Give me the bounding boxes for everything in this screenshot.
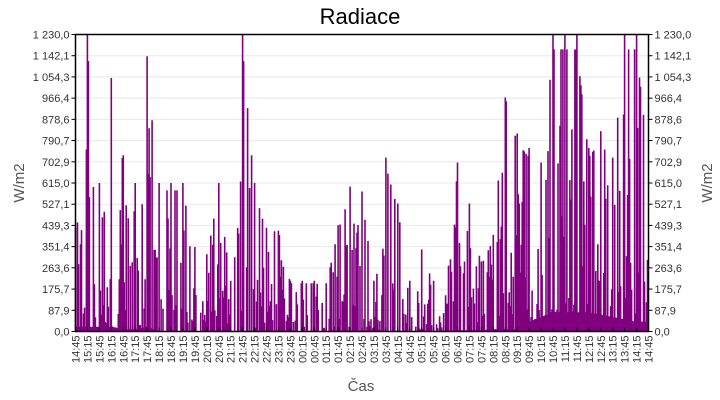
y-tick-label-right: 351,4: [655, 242, 683, 254]
y-tick-label: 966,4: [42, 93, 70, 105]
x-tick-label: 19:15: [178, 336, 190, 364]
x-tick-label: 10:45: [548, 336, 560, 364]
x-tick-label: 22:45: [262, 336, 274, 364]
x-tick-label: 17:45: [142, 336, 154, 364]
y-tick-label-right: 1 142,1: [655, 51, 692, 63]
x-tick-label: 11:45: [572, 336, 584, 363]
x-tick-label: 02:15: [345, 336, 357, 364]
y-tick-label-right: 615,0: [655, 178, 683, 190]
x-tick-label: 18:15: [154, 336, 166, 364]
x-tick-label: 03:45: [381, 336, 393, 364]
x-tick-label: 05:45: [429, 336, 441, 364]
x-tick-label: 02:45: [357, 336, 369, 364]
x-tick-label: 13:45: [620, 336, 632, 364]
y-tick-label-right: 1 230,0: [655, 30, 692, 42]
x-tick-label: 04:45: [405, 336, 417, 364]
y-tick-label: 878,6: [42, 114, 70, 126]
y-tick-label: 702,9: [42, 157, 70, 169]
x-tick-label: 19:45: [190, 336, 202, 364]
x-tick-label: 01:45: [333, 336, 345, 364]
chart-title: Radiace: [319, 4, 401, 29]
x-tick-label: 00:45: [309, 336, 321, 364]
x-tick-label: 06:15: [441, 336, 453, 364]
y-tick-label: 1 142,1: [33, 51, 70, 63]
y-axis-label-left: W/m2: [11, 163, 28, 202]
x-tick-label: 23:45: [285, 336, 297, 364]
x-tick-label: 20:15: [202, 336, 214, 364]
y-tick-label: 1 054,3: [33, 72, 70, 84]
x-tick-label: 07:15: [464, 336, 476, 364]
x-tick-label: 12:15: [584, 336, 596, 364]
y-tick-label: 175,7: [42, 284, 70, 296]
x-tick-label: 06:45: [453, 336, 465, 364]
x-tick-label: 01:15: [321, 336, 333, 364]
y-tick-label-right: 175,7: [655, 284, 683, 296]
y-axis-right: 0,0 87,9 175,7 263,6 351,4 439,3 527,1 615,0 702…: [648, 30, 692, 339]
y-tick-label-right: 1 054,3: [655, 72, 692, 84]
y-tick-label-right: 790,7: [655, 136, 683, 148]
y-tick-label: 439,3: [42, 220, 70, 232]
x-tick-label: 14:45: [644, 336, 656, 364]
x-tick-label: 18:45: [166, 336, 178, 364]
x-tick-label: 15:45: [94, 336, 106, 364]
y-tick-label-right: 87,9: [655, 305, 676, 317]
x-tick-label: 13:15: [608, 336, 620, 364]
y-tick-label: 790,7: [42, 136, 70, 148]
x-tick-label: 14:45: [71, 336, 83, 364]
y-tick-label-right: 527,1: [655, 199, 683, 211]
y-tick-label-right: 0,0: [655, 327, 670, 339]
y-tick-label: 1 230,0: [33, 30, 70, 42]
x-tick-label: 15:15: [82, 336, 94, 364]
x-tick-label: 17:15: [130, 336, 142, 364]
x-tick-label: 16:45: [118, 336, 130, 364]
x-tick-label: 08:45: [500, 336, 512, 364]
x-tick-label: 09:45: [524, 336, 536, 364]
y-tick-label-right: 966,4: [655, 93, 683, 105]
x-axis-label: Čas: [348, 378, 375, 395]
x-axis: 14:45 15:15 15:45 16:15 16:45 17:15 17:45 18:15…: [71, 327, 656, 364]
x-tick-label: 14:15: [632, 336, 644, 364]
y-tick-label-right: 439,3: [655, 220, 683, 232]
y-tick-label: 0,0: [54, 327, 69, 339]
x-tick-label: 07:45: [476, 336, 488, 364]
y-axis-left: 0,0 87,9 175,7 263,6 351,4 439,3 527,1 615,0 702…: [33, 30, 76, 339]
x-tick-label: 12:45: [596, 336, 608, 364]
x-tick-label: 23:15: [273, 336, 285, 364]
y-tick-label: 263,6: [42, 263, 70, 275]
x-tick-label: 16:15: [106, 336, 118, 364]
x-tick-label: 11:15: [560, 336, 572, 363]
y-tick-label: 87,9: [48, 305, 69, 317]
y-tick-label-right: 263,6: [655, 263, 683, 275]
x-tick-label: 20:45: [214, 336, 226, 364]
y-tick-label: 527,1: [42, 199, 70, 211]
x-tick-label: 10:15: [536, 336, 548, 364]
y-tick-label: 351,4: [42, 242, 70, 254]
y-axis-label-right: W/m2: [699, 163, 716, 202]
x-tick-label: 09:15: [512, 336, 524, 364]
x-tick-label: 03:15: [369, 336, 381, 364]
y-tick-label-right: 702,9: [655, 157, 683, 169]
y-tick-label: 615,0: [42, 178, 70, 190]
x-tick-label: 04:15: [393, 336, 405, 364]
x-tick-label: 08:15: [488, 336, 500, 364]
x-tick-label: 05:15: [417, 336, 429, 364]
y-tick-label-right: 878,6: [655, 114, 683, 126]
x-tick-label: 21:15: [226, 336, 238, 364]
x-tick-label: 21:45: [238, 336, 250, 364]
x-tick-label: 00:15: [297, 336, 309, 364]
x-tick-label: 22:15: [250, 336, 262, 364]
